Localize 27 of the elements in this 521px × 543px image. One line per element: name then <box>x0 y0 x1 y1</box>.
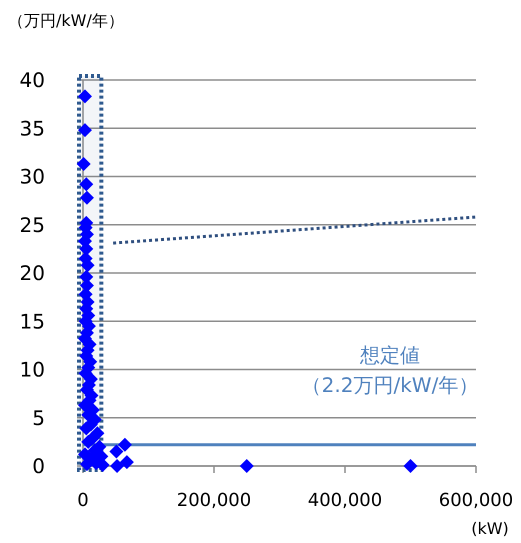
x-axis-title: (kW) <box>471 519 509 538</box>
x-tick-label: 0 <box>77 490 89 511</box>
y-tick-label: 15 <box>20 309 45 334</box>
point <box>120 455 134 470</box>
ref-line-label: 想定値（2.2万円/kW/年） <box>302 343 478 397</box>
point <box>80 190 94 205</box>
point <box>240 459 254 473</box>
y-tick-label: 0 <box>32 454 45 478</box>
point <box>79 177 94 192</box>
point <box>78 123 92 138</box>
x-tick-label: 200,000 <box>176 490 252 511</box>
x-tick-label: 600,000 <box>438 490 514 511</box>
y-tick-label: 20 <box>20 261 45 285</box>
y-tick-label: 25 <box>20 212 45 237</box>
point <box>78 89 92 104</box>
x-tick-label: 400,000 <box>308 490 382 511</box>
point <box>118 438 132 452</box>
y-tick-label: 40 <box>20 68 45 92</box>
y-tick-label: 10 <box>20 358 45 382</box>
point <box>109 444 124 459</box>
point <box>76 156 91 171</box>
y-axis-title: （万円/kW/年） <box>8 11 124 30</box>
y-tick-label: 35 <box>20 116 45 140</box>
point <box>404 459 418 473</box>
y-tick-label: 30 <box>20 164 45 188</box>
y-tick-label: 5 <box>32 406 45 430</box>
point <box>110 459 124 473</box>
